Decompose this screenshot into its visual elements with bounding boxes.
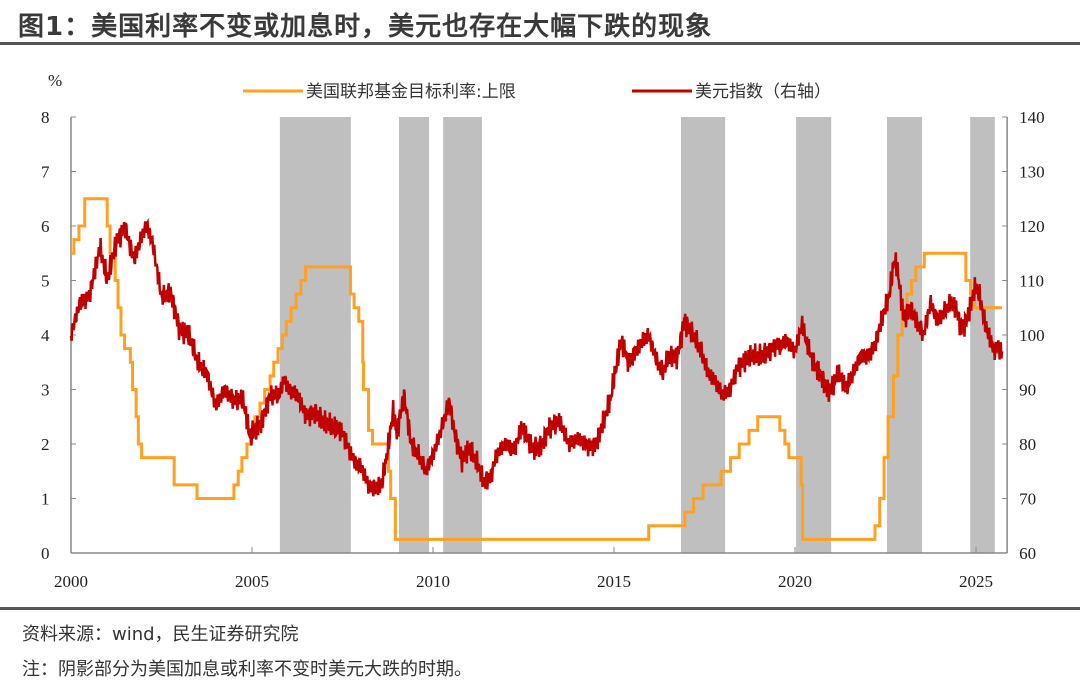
left-tick-label: 1	[41, 490, 50, 509]
legend-label-fed: 美国联邦基金目标利率:上限	[306, 82, 516, 102]
left-tick-label: 2	[41, 435, 50, 454]
title-divider	[0, 42, 1080, 45]
right-tick-label: 140	[1019, 108, 1045, 127]
left-tick-label: 7	[41, 163, 50, 182]
x-tick-label: 2000	[54, 572, 88, 591]
right-tick-label: 80	[1019, 435, 1036, 454]
shaded-period	[279, 117, 351, 553]
x-tick-label: 2015	[597, 572, 631, 591]
right-tick-label: 70	[1019, 490, 1036, 509]
left-tick-label: 0	[41, 544, 50, 563]
legend-label-dxy: 美元指数（右轴）	[695, 82, 831, 102]
x-tick-label: 2005	[235, 572, 269, 591]
right-tick-label: 130	[1019, 163, 1045, 182]
left-unit-label: %	[48, 71, 62, 90]
right-tick-label: 60	[1019, 544, 1036, 563]
chart: 0 1 2 3 4 5 6 7 8 60 70 80 90 100 110 120 130 140 2000 2005…	[41, 71, 1045, 591]
left-tick-label: 4	[41, 326, 50, 345]
right-tick-label: 100	[1019, 326, 1045, 345]
right-tick-label: 110	[1019, 272, 1044, 291]
shaded-period	[970, 117, 995, 553]
x-tick-label: 2010	[416, 572, 450, 591]
fed-rate-line	[71, 197, 1003, 541]
x-tick-label: 2020	[778, 572, 812, 591]
left-tick-label: 6	[41, 217, 50, 236]
left-tick-label: 8	[41, 108, 50, 127]
shaded-period	[443, 117, 482, 553]
figure-title: 图1：美国利率不变或加息时，美元也存在大幅下跌的现象	[18, 12, 713, 42]
x-tick-label: 2025	[959, 572, 993, 591]
shaded-period	[680, 117, 726, 553]
shaded-period	[886, 117, 923, 553]
legend: 美国联邦基金目标利率:上限 美元指数（右轴）	[243, 82, 831, 102]
left-tick-label: 3	[41, 381, 50, 400]
source-note: 资料来源：wind，民生证券研究院	[22, 624, 299, 645]
shaded-period	[398, 117, 430, 553]
right-tick-label: 90	[1019, 381, 1036, 400]
shading-note: 注：阴影部分为美国加息或利率不变时美元大跌的时期。	[22, 659, 472, 680]
left-tick-label: 5	[41, 272, 50, 291]
footer-divider	[0, 607, 1080, 610]
right-tick-label: 120	[1019, 217, 1045, 236]
dollar-index-line	[69, 217, 1004, 497]
